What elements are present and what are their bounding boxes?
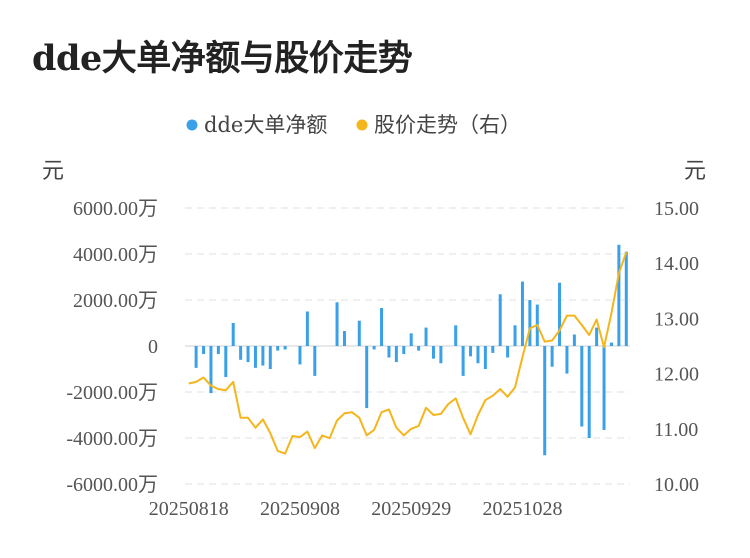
dde-bar[interactable]	[476, 346, 480, 364]
dde-bar[interactable]	[261, 346, 265, 366]
dde-bar[interactable]	[313, 346, 317, 376]
right-tick-label: 10.00	[654, 474, 699, 496]
dde-bar[interactable]	[365, 346, 369, 409]
legend: dde大单净额 股价走势（右）	[186, 113, 521, 137]
grid-lines	[185, 207, 630, 485]
right-axis-unit: 元	[684, 159, 706, 184]
dde-bar[interactable]	[520, 281, 524, 346]
dde-bar[interactable]	[565, 346, 569, 374]
dde-bar[interactable]	[268, 346, 272, 369]
dde-bar[interactable]	[602, 346, 606, 430]
dde-bar[interactable]	[439, 346, 443, 364]
x-tick-label: 20251028	[482, 498, 562, 520]
legend-label-price[interactable]: 股价走势（右）	[374, 113, 521, 137]
dde-bar[interactable]	[580, 346, 584, 427]
right-axis: 15.00 14.00 13.00 12.00 11.00 10.00	[654, 198, 699, 496]
dde-bar[interactable]	[372, 346, 376, 350]
left-axis: 6000.00万 4000.00万 2000.00万 0 -2000.00万 -4000.…	[66, 198, 158, 496]
left-tick-label: 2000.00万	[73, 290, 158, 312]
dde-bar[interactable]	[609, 342, 613, 346]
left-axis-unit: 元	[42, 159, 64, 184]
legend-marker-dde	[186, 119, 198, 131]
dde-bar[interactable]	[417, 346, 421, 351]
dde-bar[interactable]	[491, 346, 495, 353]
dde-bar[interactable]	[239, 346, 243, 360]
right-tick-label: 12.00	[654, 364, 699, 386]
chart-title: dde大单净额与股价走势	[32, 38, 413, 79]
price-line[interactable]	[188, 251, 628, 455]
dde-bar[interactable]	[572, 334, 576, 347]
right-tick-label: 11.00	[654, 419, 698, 441]
dde-bar[interactable]	[431, 346, 435, 359]
dde-bar[interactable]	[224, 346, 228, 378]
dde-bar[interactable]	[483, 346, 487, 369]
dde-bar[interactable]	[595, 327, 599, 346]
dde-bar[interactable]	[231, 323, 235, 346]
dde-bar[interactable]	[246, 346, 250, 363]
dde-bar[interactable]	[202, 346, 206, 355]
dde-bar[interactable]	[298, 346, 302, 365]
price-line-group	[188, 251, 628, 455]
dde-bar[interactable]	[342, 331, 346, 346]
left-tick-label: -2000.00万	[66, 382, 158, 404]
dde-bar[interactable]	[617, 244, 621, 346]
dde-bar[interactable]	[498, 294, 502, 346]
right-tick-label: 14.00	[654, 253, 699, 275]
dde-bar[interactable]	[550, 346, 554, 367]
dde-bar[interactable]	[357, 320, 361, 346]
x-tick-label: 20250818	[149, 498, 229, 520]
dde-bar[interactable]	[283, 346, 287, 350]
dde-bar[interactable]	[276, 346, 280, 351]
dde-bar[interactable]	[461, 346, 465, 376]
left-tick-label: -4000.00万	[66, 428, 158, 450]
x-tick-label: 20250929	[371, 498, 451, 520]
legend-label-dde[interactable]: dde大单净额	[204, 113, 327, 137]
dde-bar[interactable]	[402, 346, 406, 355]
dde-bar[interactable]	[387, 346, 391, 358]
dde-bar[interactable]	[409, 333, 413, 346]
left-tick-label: 6000.00万	[73, 198, 158, 220]
dde-bar[interactable]	[380, 308, 384, 346]
dde-bar[interactable]	[624, 251, 628, 346]
dde-bar[interactable]	[424, 327, 428, 346]
left-tick-label: 4000.00万	[73, 244, 158, 266]
dde-bar[interactable]	[335, 302, 339, 346]
dde-bar[interactable]	[513, 325, 517, 346]
dde-bar[interactable]	[209, 346, 213, 394]
dde-bar[interactable]	[558, 282, 562, 346]
right-tick-label: 15.00	[654, 198, 699, 220]
dde-bar[interactable]	[469, 346, 473, 357]
dde-bar[interactable]	[506, 346, 510, 358]
dde-bar[interactable]	[543, 346, 547, 456]
left-tick-label: 0	[148, 336, 158, 358]
dde-bar[interactable]	[454, 325, 458, 346]
dde-bar[interactable]	[528, 300, 532, 346]
dde-bar[interactable]	[394, 346, 398, 363]
dde-bar[interactable]	[587, 346, 591, 438]
right-tick-label: 13.00	[654, 308, 699, 330]
legend-marker-price	[356, 119, 368, 131]
dde-bar[interactable]	[194, 346, 198, 368]
x-axis: 20250818 20250908 20250929 20251028	[149, 498, 563, 520]
x-tick-label: 20250908	[260, 498, 340, 520]
dde-bar[interactable]	[305, 311, 309, 347]
dde-bar[interactable]	[253, 346, 257, 368]
left-tick-label: -6000.00万	[66, 474, 158, 496]
dde-bar[interactable]	[216, 346, 220, 355]
